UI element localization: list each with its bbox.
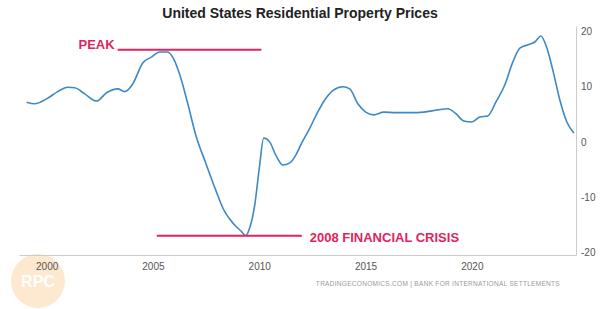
y-tick-label: -10 — [581, 192, 596, 203]
y-tick-label: 20 — [581, 26, 593, 37]
x-axis-line — [20, 255, 577, 256]
x-tick-label: 2000 — [36, 261, 59, 272]
y-tick-label: -20 — [581, 247, 596, 258]
x-tick: 2005 — [142, 255, 165, 272]
annotation-line — [157, 235, 302, 237]
y-tick-label: 0 — [581, 137, 587, 148]
plot-area — [27, 36, 574, 236]
y-tick: -20 — [576, 247, 596, 258]
y-tick: 0 — [576, 137, 587, 148]
y-tick: -10 — [576, 192, 596, 203]
x-tick-label: 2015 — [355, 261, 378, 272]
annotations: PEAK 2008 FINANCIAL CRISIS — [79, 37, 460, 245]
x-tick: 2020 — [461, 255, 484, 272]
x-tick-label: 2010 — [249, 261, 272, 272]
x-tick: 2015 — [355, 255, 378, 272]
title: United States Residential Property Price… — [162, 5, 438, 21]
line — [27, 36, 574, 236]
x-tick: 2000 — [36, 255, 59, 272]
x-axis: 2000 2005 2010 2015 2020 — [20, 255, 577, 272]
y-tick: 10 — [576, 81, 593, 92]
x-tick-label: 2005 — [142, 261, 165, 272]
source: TRADINGECONOMICS.COM | BANK FOR INTERNAT… — [316, 280, 561, 288]
y-axis-line — [576, 27, 577, 256]
logo: RPC — [11, 254, 65, 308]
y-tick-label: 10 — [581, 81, 593, 92]
chart: RPC United States Residential Property Pr… — [0, 0, 600, 309]
y-tick: 20 — [576, 26, 593, 37]
y-axis: -20 -10 0 10 20 — [576, 26, 596, 258]
x-tick: 2010 — [249, 255, 272, 272]
annotation-line — [118, 49, 262, 51]
logo-circle — [11, 254, 65, 308]
annotation-text: 2008 FINANCIAL CRISIS — [310, 230, 460, 245]
x-tick-label: 2020 — [461, 261, 484, 272]
logo-text: RPC — [21, 273, 55, 290]
annotation-text: PEAK — [79, 37, 116, 52]
